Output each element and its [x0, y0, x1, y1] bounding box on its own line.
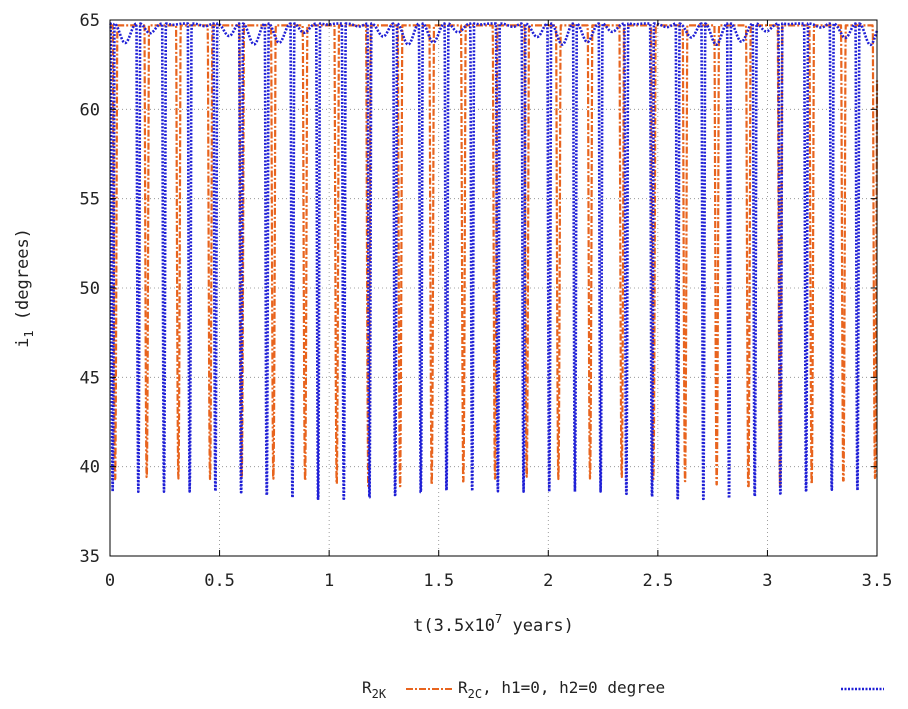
- x-tick-label: 2: [543, 571, 553, 591]
- x-tick-label: 0.5: [204, 571, 235, 591]
- x-tick-label: 3.5: [862, 571, 893, 591]
- y-tick-label: 65: [80, 11, 100, 31]
- y-tick-label: 55: [80, 190, 100, 210]
- legend-label-r2c: R2C, h1=0, h2=0 degree: [458, 678, 665, 701]
- y-tick-label: 50: [80, 279, 100, 299]
- y-tick-label: 45: [80, 368, 100, 388]
- y-tick-label: 40: [80, 458, 100, 478]
- x-tick-label: 1.5: [423, 571, 454, 591]
- ticks: 0 0.5 1 1.5 2 2.5 3 3.5 35 40 45 50 55 60 65: [80, 11, 893, 591]
- y-tick-label: 35: [80, 547, 100, 567]
- x-tick-label: 0: [105, 571, 115, 591]
- x-tick-label: 2.5: [642, 571, 673, 591]
- x-axis-label: t(3.5x107 years): [413, 612, 574, 636]
- legend-label-r2k: R2K: [362, 678, 387, 701]
- series-layer: [109, 22, 879, 501]
- legend: R2K R2C, h1=0, h2=0 degree: [362, 678, 884, 701]
- y-axis-label: i1 (degrees): [13, 228, 36, 348]
- series-r2c-line: [109, 22, 879, 501]
- y-tick-label: 60: [80, 100, 100, 120]
- x-tick-label: 1: [324, 571, 334, 591]
- series-r2k-line: [109, 24, 879, 488]
- x-tick-label: 3: [762, 571, 772, 591]
